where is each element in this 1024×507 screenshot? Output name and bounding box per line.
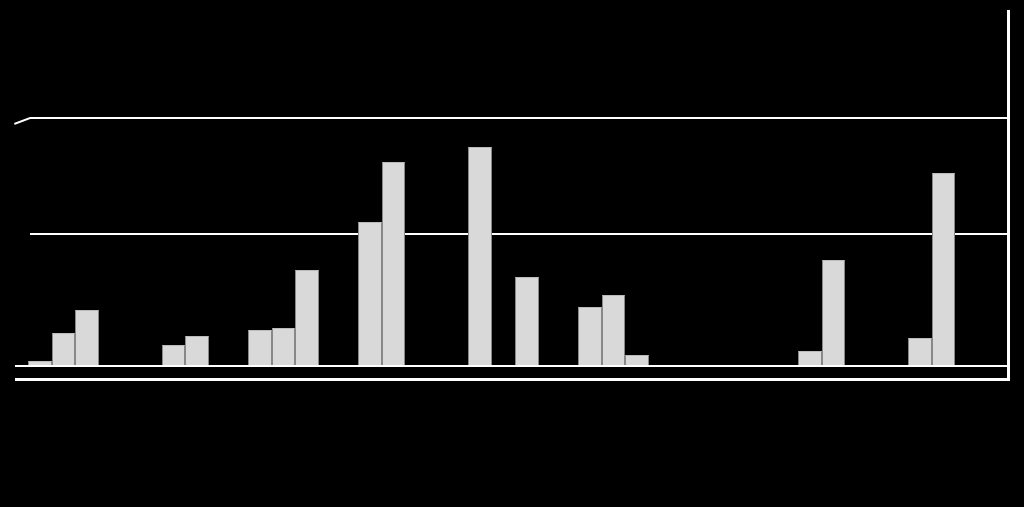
bar-g0-b2: [75, 310, 99, 365]
bar-g0-b0: [28, 361, 52, 365]
bar-g7-b1: [822, 260, 846, 365]
bar-g8-b0: [908, 338, 932, 365]
bar-g5-b0: [578, 307, 602, 365]
gridline-notch: [14, 117, 31, 125]
bar-g5-b1: [602, 295, 626, 365]
bar-g2-b2: [295, 270, 319, 365]
bar-g7-b0: [798, 351, 822, 365]
bar-g1-b2: [185, 336, 209, 365]
y-axis: [1007, 10, 1010, 380]
bar-g3-b0: [358, 222, 382, 365]
bar-g2-b0: [248, 330, 272, 365]
bar-g0-b1: [52, 333, 76, 365]
baseline: [15, 365, 1010, 367]
bar-g5-b2: [625, 355, 649, 365]
bar-g4-b0: [468, 147, 492, 365]
gridline-1: [30, 117, 1007, 119]
gridline-0: [30, 233, 1007, 235]
bar-g1-b1: [162, 345, 186, 365]
bar-g3-b1: [382, 162, 406, 365]
bar-g8-b1: [932, 173, 956, 365]
chart-stage: [0, 0, 1024, 507]
x-axis: [15, 378, 1010, 381]
bar-g4-b2: [515, 277, 539, 365]
bar-g2-b1: [272, 328, 296, 365]
